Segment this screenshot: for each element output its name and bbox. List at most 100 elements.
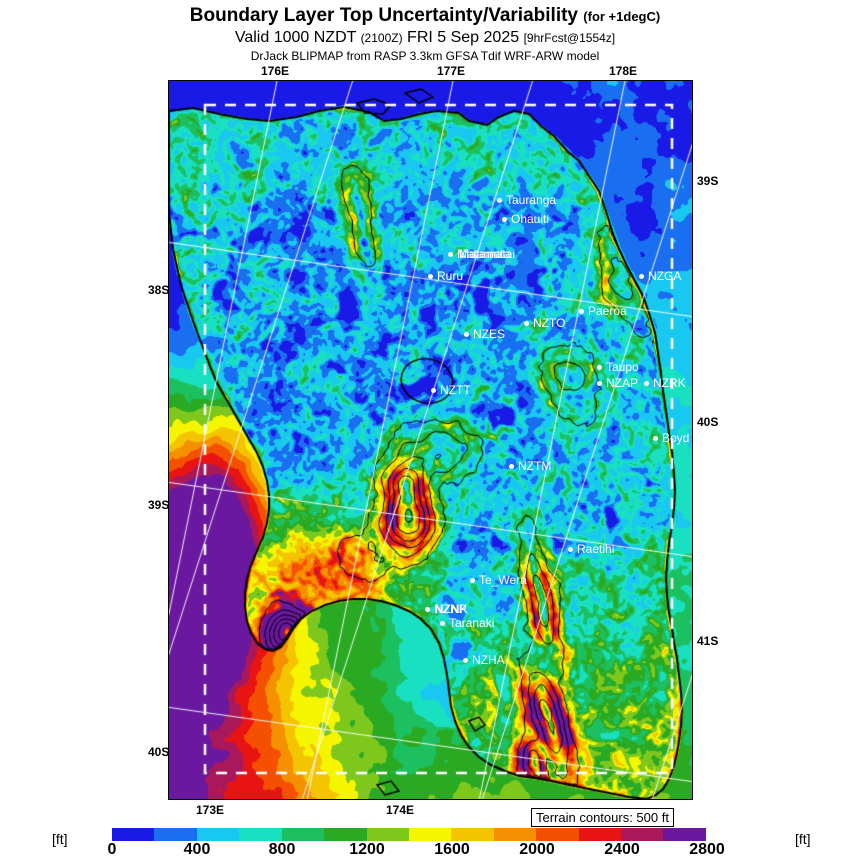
colorbar-tick: 2800 xyxy=(689,841,725,858)
axis-tick-label: 173E xyxy=(195,803,225,817)
station-marker-dot xyxy=(644,380,649,386)
map-plot-area[interactable]: Tauranga Ohauiti Matamata Matamatai Ruru NZGA… xyxy=(168,80,693,800)
colorbar-swatch xyxy=(281,828,325,841)
axis-tick-label: 38S xyxy=(148,283,170,297)
station-label-text: NZTO xyxy=(533,316,566,330)
station-label[interactable]: Ohauiti xyxy=(502,213,549,225)
terrain-contour-note: Terrain contours: 500 ft xyxy=(531,808,674,827)
title-suffix: (for +1degC) xyxy=(583,9,661,24)
unit-label-right: [ft] xyxy=(795,831,811,847)
station-label[interactable]: Paeroa xyxy=(579,305,627,317)
colorbar-swatch xyxy=(196,828,240,841)
colorbar-tick: 800 xyxy=(268,841,296,858)
station-label-text: Matamata xyxy=(457,247,511,261)
station-label-text: Te_Wera xyxy=(479,573,527,587)
forecast-stamp: [9hrFcst@1554z] xyxy=(523,31,616,45)
station-label-text: NZNP xyxy=(434,602,467,616)
station-label-text: Taupo xyxy=(606,360,639,374)
station-label-text: Taranaki xyxy=(449,616,495,630)
station-label[interactable]: NZES xyxy=(464,328,505,340)
station-label-text: Tauranga xyxy=(506,193,557,207)
station-label[interactable]: NZNK xyxy=(435,603,468,615)
station-label[interactable]: Tauranga xyxy=(497,194,556,206)
station-marker-dot xyxy=(497,197,502,203)
colorbar-swatch xyxy=(239,828,282,841)
axis-tick-label: 39S xyxy=(148,498,170,512)
station-label[interactable]: Taupo xyxy=(597,361,639,373)
axis-tick-label: 176E xyxy=(260,64,290,78)
station-label[interactable]: Raetihi xyxy=(568,543,614,555)
axis-tick-label: 40S xyxy=(148,745,170,759)
station-marker-dot xyxy=(502,216,507,222)
station-label-text: NZRK xyxy=(653,376,686,390)
station-marker-dot xyxy=(463,657,468,663)
colorbar-swatch xyxy=(536,828,579,841)
station-label-text: Ruru xyxy=(437,269,464,283)
station-label[interactable]: NZTM xyxy=(509,460,551,472)
station-marker-dot xyxy=(470,577,475,583)
station-label-text: Raetihi xyxy=(577,542,615,556)
station-marker-dot xyxy=(431,387,436,393)
station-label-text: Boyd xyxy=(662,431,690,445)
colorbar-swatch xyxy=(451,828,494,841)
station-label-text: NZAP xyxy=(606,376,639,390)
station-label[interactable]: Te_Wera xyxy=(470,574,527,586)
station-label-text: Matamatai xyxy=(459,247,516,261)
colorbar-tick: 0 xyxy=(107,841,117,858)
station-label[interactable]: Matamata xyxy=(448,248,510,260)
axis-tick-label: 41S xyxy=(697,634,719,648)
colorbar-swatch xyxy=(408,828,452,841)
colorbar-swatch xyxy=(324,828,367,841)
valid-time-line: Valid 1000 NZDT (2100Z) FRI 5 Sep 2025 [… xyxy=(0,28,850,48)
station-label[interactable]: NZNP xyxy=(425,603,467,615)
station-label[interactable]: NZAP xyxy=(597,377,638,389)
station-marker-dot xyxy=(440,620,445,626)
station-marker-dot xyxy=(597,364,602,370)
station-marker-dot xyxy=(524,320,529,326)
colorbar-swatch xyxy=(154,828,197,841)
axis-tick-label: 177E xyxy=(436,64,466,78)
station-label[interactable]: NZHA xyxy=(463,654,505,666)
station-marker-dot xyxy=(579,308,584,314)
valid-time: Valid 1000 NZDT xyxy=(234,29,357,46)
axis-tick-label: 40S xyxy=(697,415,719,429)
station-marker-dot xyxy=(464,331,469,337)
station-label[interactable]: Taranaki xyxy=(440,617,494,629)
station-marker-dot xyxy=(653,435,658,441)
station-label-text: NZGA xyxy=(648,269,682,283)
colorbar-tick: 2000 xyxy=(519,841,555,858)
station-marker-dot xyxy=(639,273,644,279)
station-label[interactable]: NZTO xyxy=(524,317,565,329)
title-block: Boundary Layer Top Uncertainty/Variabili… xyxy=(0,0,850,64)
colorbar-tick: 1200 xyxy=(349,841,385,858)
station-marker-dot xyxy=(597,380,602,386)
station-marker-dot xyxy=(568,546,573,552)
station-label[interactable]: Boyd xyxy=(653,432,689,444)
colorbar-swatch xyxy=(578,828,622,841)
station-label[interactable]: NZTT xyxy=(431,384,471,396)
station-marker-dot xyxy=(448,251,453,257)
title-main: Boundary Layer Top Uncertainty/Variabili… xyxy=(189,5,578,26)
station-label[interactable]: Matamatai xyxy=(459,248,515,260)
axis-tick-label: 178E xyxy=(608,64,638,78)
station-marker-dot xyxy=(428,273,433,279)
colorbar-tick: 2400 xyxy=(604,841,640,858)
model-line: DrJack BLIPMAP from RASP 3.3km GFSA Tdif… xyxy=(250,49,600,63)
valid-date: FRI 5 Sep 2025 xyxy=(407,29,520,46)
station-label[interactable]: NZGA xyxy=(639,270,681,282)
colorbar-swatch xyxy=(621,828,664,841)
colorbar-swatch xyxy=(493,828,537,841)
station-label[interactable]: NZRK xyxy=(644,377,686,389)
colorbar[interactable] xyxy=(112,828,706,841)
unit-label-left: [ft] xyxy=(52,831,68,847)
station-label-text: NZTT xyxy=(440,383,471,397)
station-label-text: NZHA xyxy=(472,653,505,667)
station-label-text: NZES xyxy=(473,327,506,341)
station-label[interactable]: Ruru xyxy=(428,270,463,282)
station-marker-dot xyxy=(425,606,430,612)
colorbar-tick-labels: 0 400 800 1200 1600 2000 2400 2800 xyxy=(0,841,850,861)
station-label-text: NZNK xyxy=(435,602,468,616)
forecast-raster xyxy=(169,81,692,799)
colorbar-swatch xyxy=(663,828,706,841)
